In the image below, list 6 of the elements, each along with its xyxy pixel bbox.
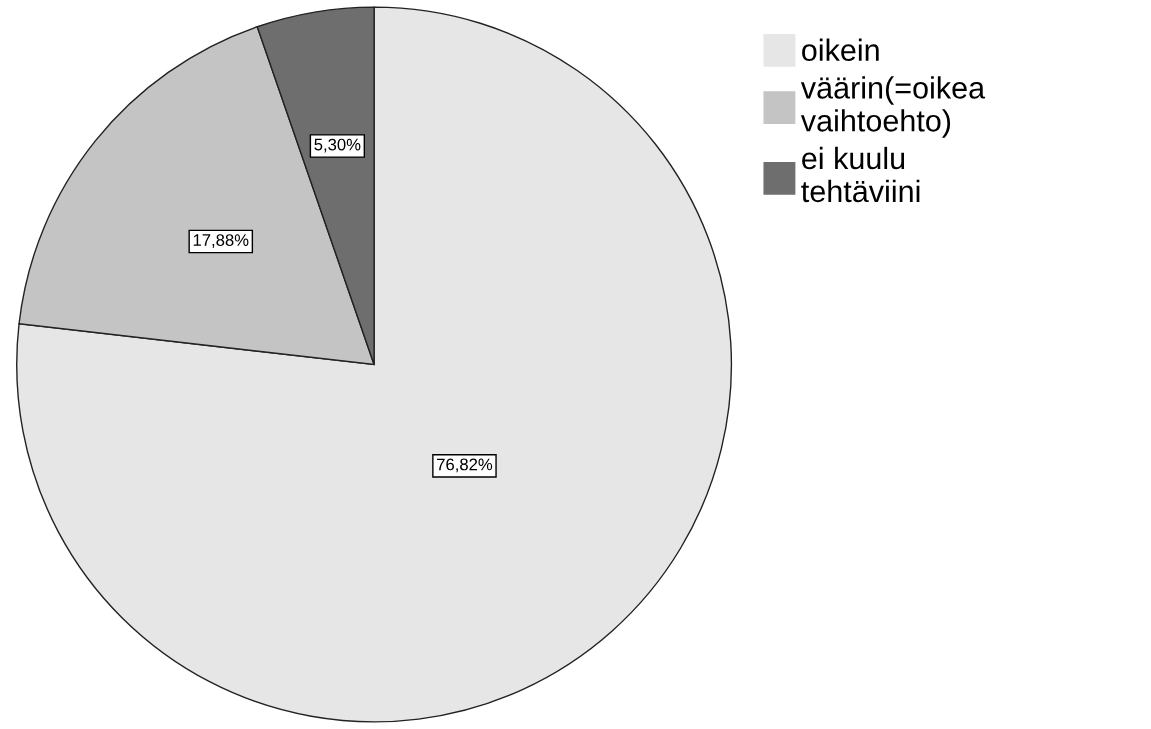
legend-label: oikein bbox=[802, 38, 879, 62]
legend-label: väärin(=oikea vaihtoehto) bbox=[800, 76, 986, 138]
data-label: 5,30% bbox=[314, 138, 361, 153]
data-label: 76,82% bbox=[437, 458, 493, 473]
data-label: 17,88% bbox=[193, 234, 249, 248]
legend-label: ei kuulu tehtäviini bbox=[801, 146, 920, 203]
